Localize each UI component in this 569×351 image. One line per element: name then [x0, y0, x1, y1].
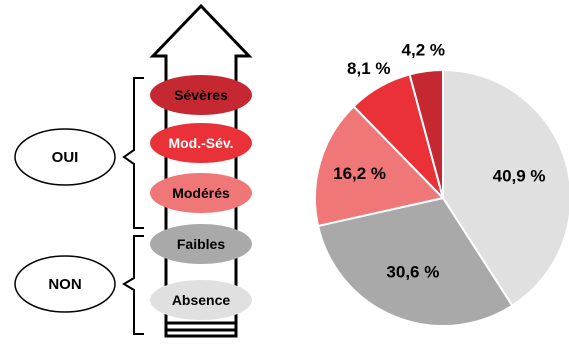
- oui-brace: [122, 77, 144, 229]
- severity-scale: Sévères Mod.-Sév. Modérés Faibles Absence: [150, 75, 252, 320]
- scale-item: Sévères: [150, 75, 252, 115]
- pie-slice: [313, 104, 445, 228]
- pie-slice: [408, 68, 444, 199]
- pie-slice: [316, 196, 514, 327]
- scale-ellipse: [150, 224, 252, 264]
- non-label: NON: [48, 276, 81, 293]
- scale-item: Mod.-Sév.: [150, 123, 252, 163]
- pie-data-label: 4,2 %: [402, 41, 445, 60]
- scale-label: Absence: [172, 292, 231, 308]
- scale-item: Absence: [150, 280, 252, 320]
- pie-data-label: 8,1 %: [347, 59, 390, 78]
- pie-data-label: 40,9 %: [493, 167, 546, 186]
- pie-data-label: 16,2 %: [333, 164, 386, 183]
- scale-item: Faibles: [150, 224, 252, 264]
- oui-group: OUI: [14, 128, 116, 186]
- oui-label: OUI: [52, 149, 79, 166]
- scale-label: Modérés: [172, 185, 230, 201]
- non-brace: [122, 235, 144, 335]
- non-oval: [14, 255, 116, 313]
- scale-label: Mod.-Sév.: [168, 135, 233, 151]
- scale-ellipse: [150, 280, 252, 320]
- non-group: NON: [14, 255, 116, 313]
- scale-label: Sévères: [174, 87, 228, 103]
- pie-chart: 40,9 % 30,6 % 16,2 % 8,1 % 4,2 %: [313, 41, 569, 327]
- pie-data-label: 30,6 %: [386, 262, 439, 281]
- scale-item: Modérés: [150, 173, 252, 213]
- scale-ellipse: [150, 75, 252, 115]
- scale-ellipse: [150, 173, 252, 213]
- oui-oval: [14, 128, 116, 186]
- scale-ellipse: [150, 123, 252, 163]
- scale-label: Faibles: [177, 236, 225, 252]
